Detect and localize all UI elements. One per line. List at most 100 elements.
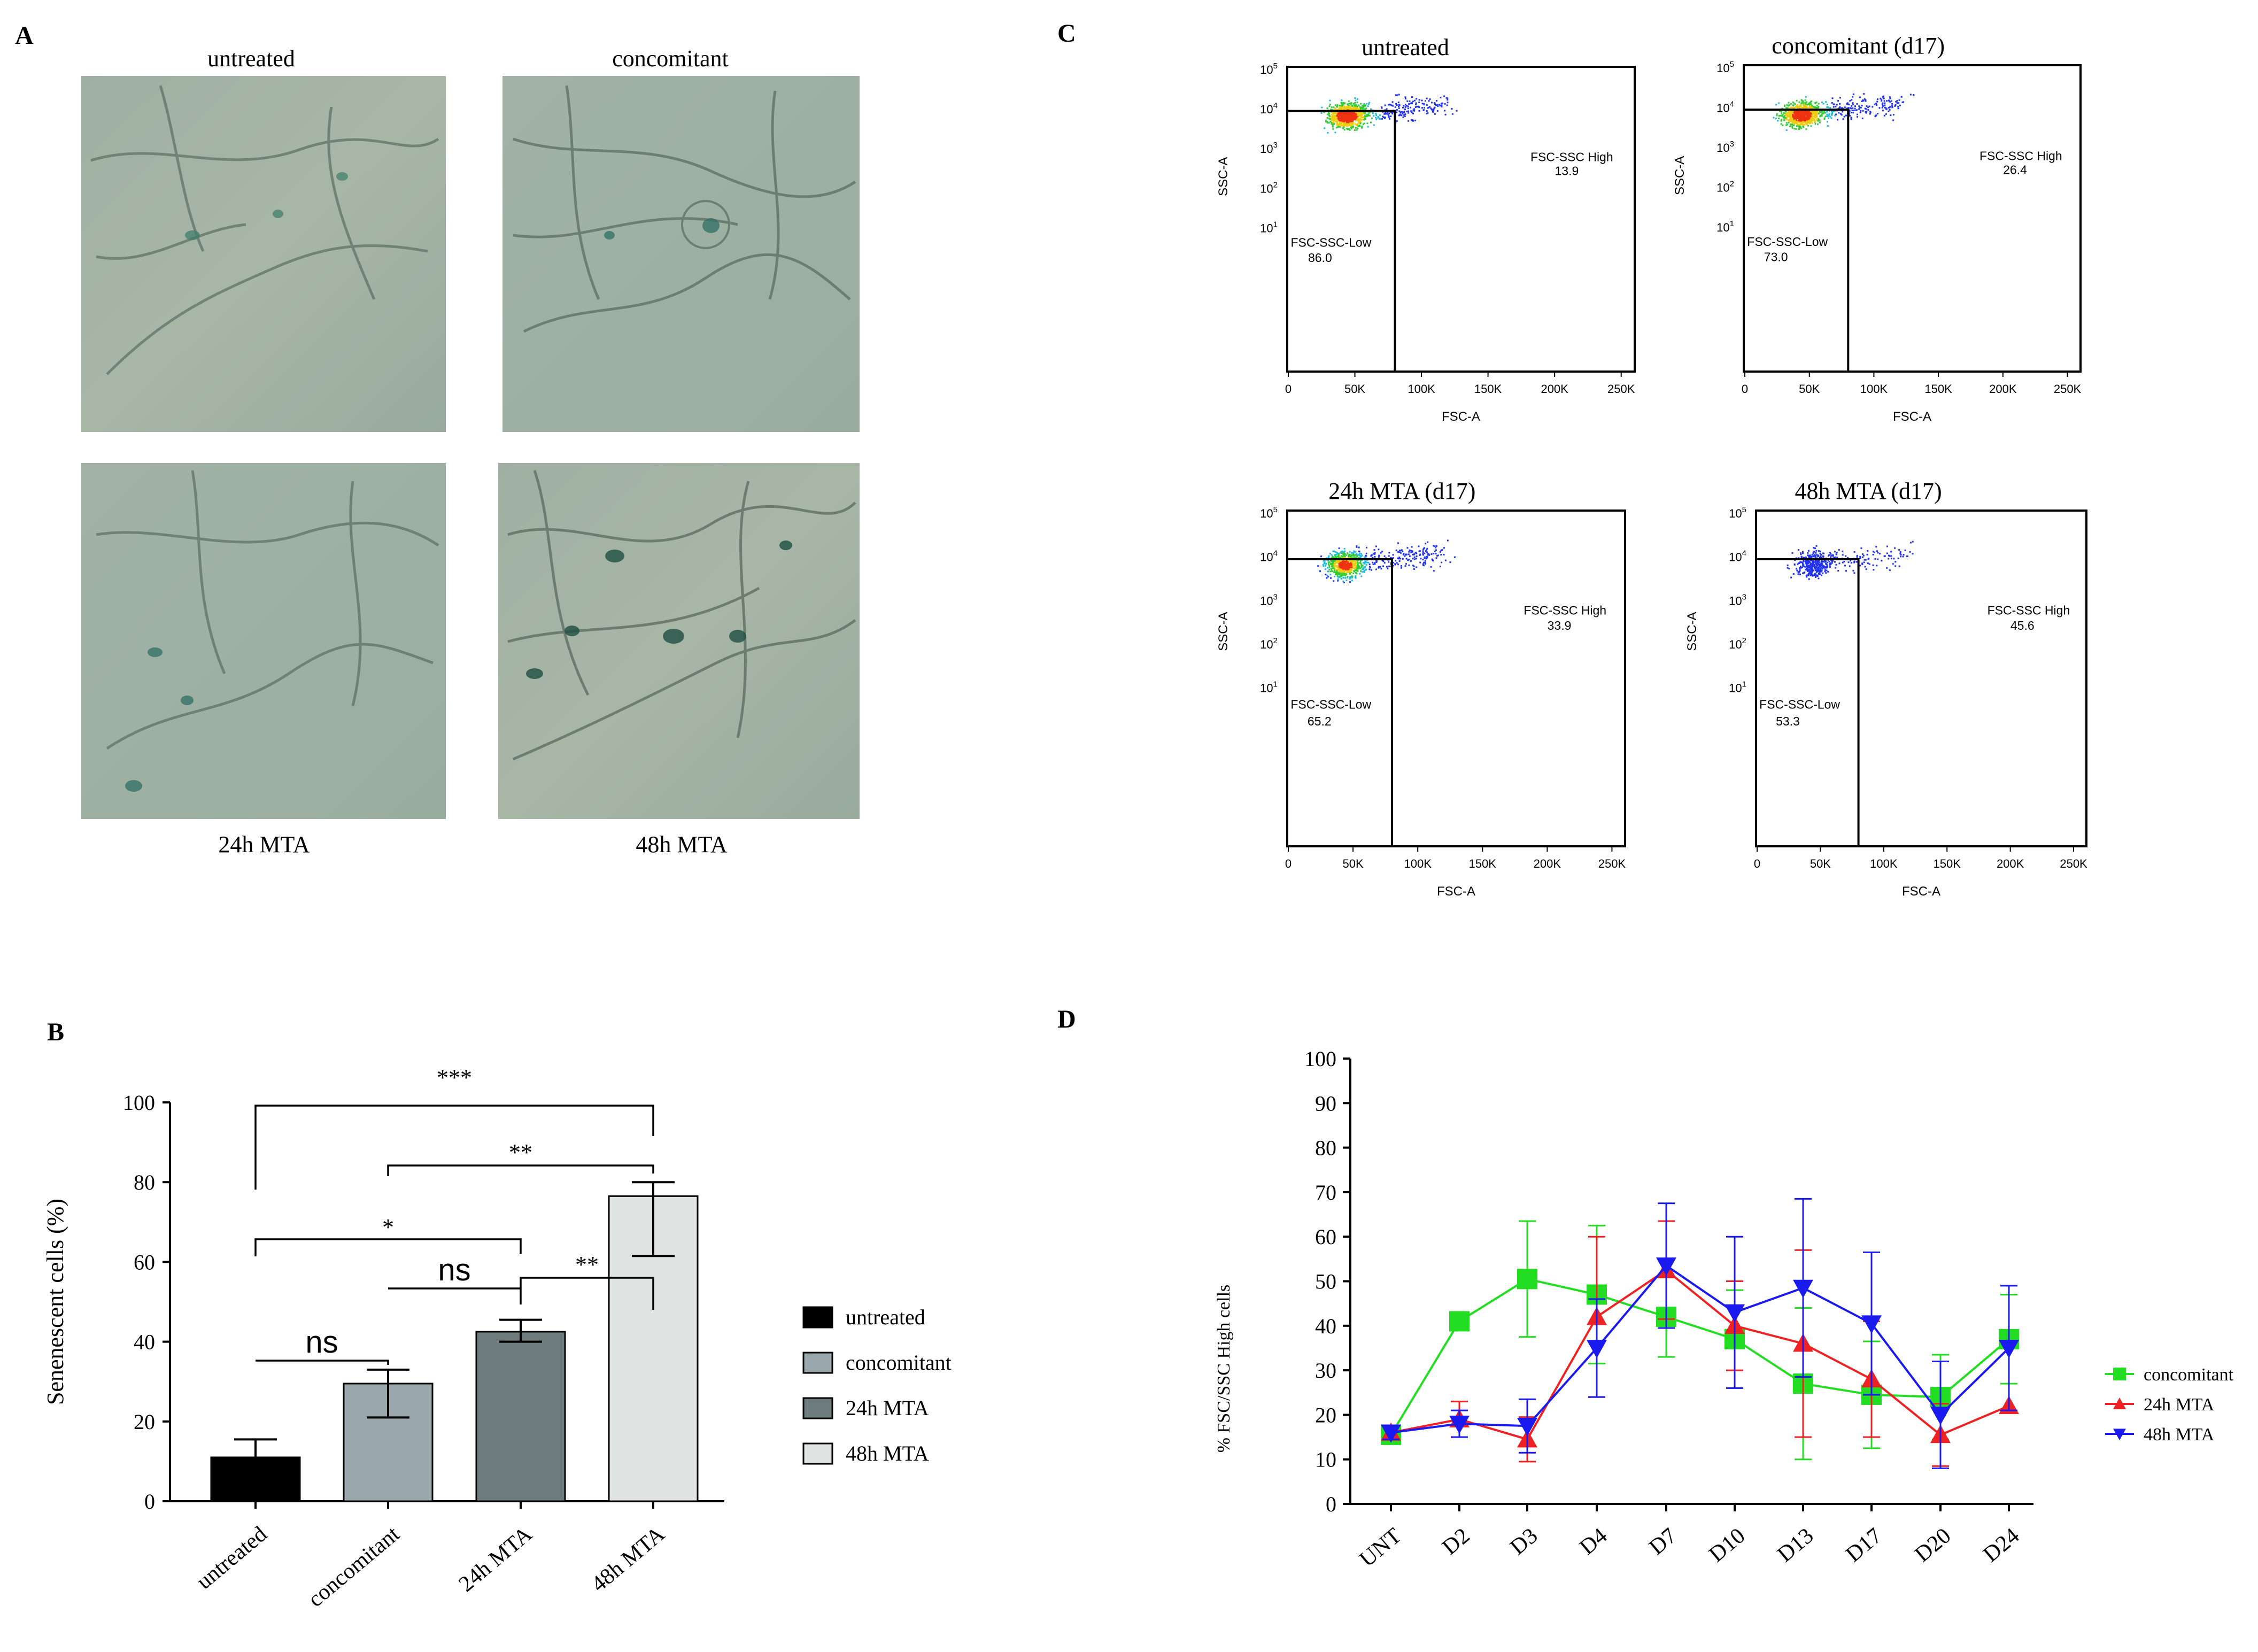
dot-cloud: [1773, 92, 1915, 131]
event-dot: [1822, 103, 1824, 105]
event-dot: [1363, 571, 1365, 573]
event-dot: [1347, 566, 1349, 568]
event-dot: [1354, 567, 1356, 569]
event-dot: [1324, 560, 1326, 562]
event-dot: [1348, 572, 1350, 574]
event-dot: [1881, 560, 1883, 562]
event-dot: [1835, 113, 1837, 115]
event-dot: [1831, 102, 1833, 104]
event-dot: [1826, 567, 1828, 569]
y-tick-label: 105: [1260, 61, 1278, 76]
event-dot: [1364, 115, 1366, 117]
event-dot: [1794, 118, 1796, 120]
event-dot: [1787, 564, 1789, 566]
gate-high-value: 13.9: [1555, 164, 1579, 177]
event-dot: [1426, 112, 1428, 114]
event-dot: [1358, 108, 1360, 110]
event-dot: [1388, 555, 1390, 557]
event-dot: [1406, 547, 1409, 549]
micrograph-concomitant: [502, 76, 860, 432]
event-dot: [1808, 113, 1810, 115]
event-dot: [1411, 96, 1413, 98]
event-dot: [1439, 104, 1441, 106]
event-dot: [1409, 100, 1411, 102]
event-dot: [1352, 127, 1354, 129]
event-dot: [1398, 110, 1401, 112]
event-dot: [1818, 568, 1820, 570]
event-dot: [1865, 108, 1867, 110]
event-dot: [1359, 121, 1362, 123]
event-dot: [1413, 556, 1416, 558]
event-dot: [1355, 104, 1357, 106]
event-dot: [1347, 104, 1349, 106]
event-dot: [1402, 113, 1404, 115]
event-dot: [1368, 103, 1370, 105]
significance-bracket: [256, 1360, 389, 1365]
event-dot: [1860, 110, 1862, 112]
x-tick-label: D20: [1910, 1523, 1955, 1567]
event-dot: [1342, 103, 1344, 105]
event-dot: [1436, 555, 1439, 557]
event-dot: [1363, 119, 1365, 121]
event-dot: [1416, 555, 1418, 558]
event-dot: [1384, 112, 1386, 114]
event-dot: [1397, 551, 1399, 553]
event-dot: [1816, 111, 1818, 113]
event-dot: [1341, 105, 1343, 107]
event-dot: [1364, 556, 1366, 558]
event-dot: [1404, 115, 1406, 117]
event-dot: [1344, 575, 1347, 577]
event-dot: [1836, 104, 1838, 106]
event-dot: [1372, 111, 1374, 113]
x-tick-label: 250K: [2060, 857, 2087, 870]
y-tick-label: 101: [1716, 219, 1734, 234]
event-dot: [1791, 126, 1793, 128]
event-dot: [1779, 114, 1781, 117]
significance-bracket: [520, 1277, 654, 1310]
event-dot: [1349, 125, 1351, 127]
event-dot: [1802, 552, 1804, 554]
event-dot: [1329, 103, 1331, 105]
event-dot: [1791, 116, 1793, 118]
event-dot: [1342, 574, 1344, 576]
event-dot: [1863, 561, 1865, 563]
event-dot: [1788, 121, 1790, 123]
event-dot: [1398, 558, 1400, 560]
gate-low-value: 86.0: [1308, 251, 1332, 265]
event-dot: [1388, 565, 1390, 567]
event-dot: [1355, 111, 1357, 113]
event-dot: [1806, 118, 1808, 120]
event-dot: [1798, 128, 1800, 130]
event-dot: [1852, 96, 1854, 98]
event-dot: [1358, 557, 1360, 559]
event-dot: [1352, 117, 1354, 119]
event-dot: [1345, 107, 1348, 109]
event-dot: [1786, 104, 1788, 106]
y-tick-label: 101: [1260, 220, 1278, 235]
y-tick-label: 104: [1260, 549, 1278, 564]
event-dot: [1349, 566, 1351, 568]
event-dot: [1332, 560, 1334, 562]
event-dot: [1336, 566, 1338, 568]
event-dot: [1817, 563, 1819, 566]
event-dot: [1349, 129, 1351, 131]
event-dot: [1379, 114, 1381, 116]
image-label-48h-mta: 48h MTA: [636, 831, 727, 858]
event-dot: [1789, 118, 1791, 120]
event-dot: [1355, 120, 1357, 122]
event-dot: [1788, 102, 1790, 104]
event-dot: [1349, 573, 1351, 575]
event-dot: [1340, 118, 1342, 120]
event-dot: [1804, 566, 1806, 568]
event-dot: [1868, 558, 1870, 560]
event-dot: [1799, 105, 1801, 107]
y-axis-label: Senenescent cells (%): [42, 1199, 68, 1405]
event-dot: [1882, 110, 1884, 112]
event-dot: [1805, 117, 1807, 119]
event-dot: [1371, 117, 1373, 119]
event-dot: [1801, 112, 1803, 114]
event-dot: [1441, 105, 1443, 107]
significance-label: **: [575, 1252, 599, 1278]
event-dot: [1777, 120, 1779, 122]
event-dot: [1348, 560, 1350, 562]
